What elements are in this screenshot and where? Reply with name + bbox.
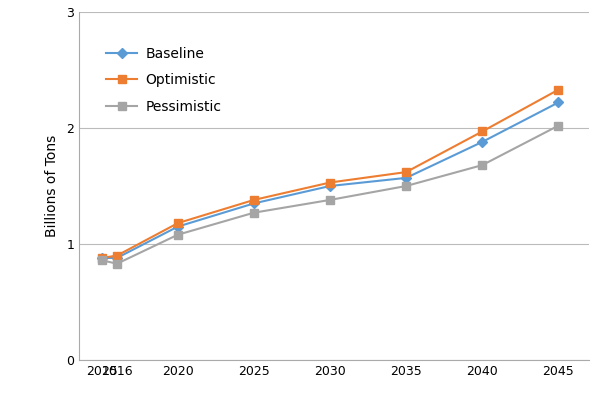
Pessimistic xyxy=(555,123,562,128)
Legend: Baseline, Optimistic, Pessimistic: Baseline, Optimistic, Pessimistic xyxy=(106,47,221,114)
Optimistic xyxy=(478,129,486,134)
Pessimistic xyxy=(174,232,181,237)
Pessimistic xyxy=(327,198,334,202)
Pessimistic xyxy=(402,184,410,188)
Optimistic xyxy=(402,170,410,174)
Baseline xyxy=(250,201,257,206)
Baseline xyxy=(555,100,562,105)
Optimistic xyxy=(114,253,121,258)
Baseline xyxy=(327,184,334,188)
Baseline xyxy=(98,256,106,260)
Line: Optimistic: Optimistic xyxy=(98,86,563,262)
Baseline xyxy=(114,256,121,260)
Line: Pessimistic: Pessimistic xyxy=(98,122,563,268)
Pessimistic xyxy=(250,210,257,215)
Baseline xyxy=(478,140,486,144)
Pessimistic xyxy=(98,258,106,263)
Y-axis label: Billions of Tons: Billions of Tons xyxy=(45,135,59,237)
Optimistic xyxy=(555,87,562,92)
Optimistic xyxy=(98,256,106,260)
Optimistic xyxy=(250,198,257,202)
Optimistic xyxy=(327,180,334,185)
Optimistic xyxy=(174,221,181,226)
Pessimistic xyxy=(114,261,121,266)
Line: Baseline: Baseline xyxy=(98,99,562,261)
Pessimistic xyxy=(478,163,486,168)
Baseline xyxy=(402,176,410,180)
Baseline xyxy=(174,224,181,229)
